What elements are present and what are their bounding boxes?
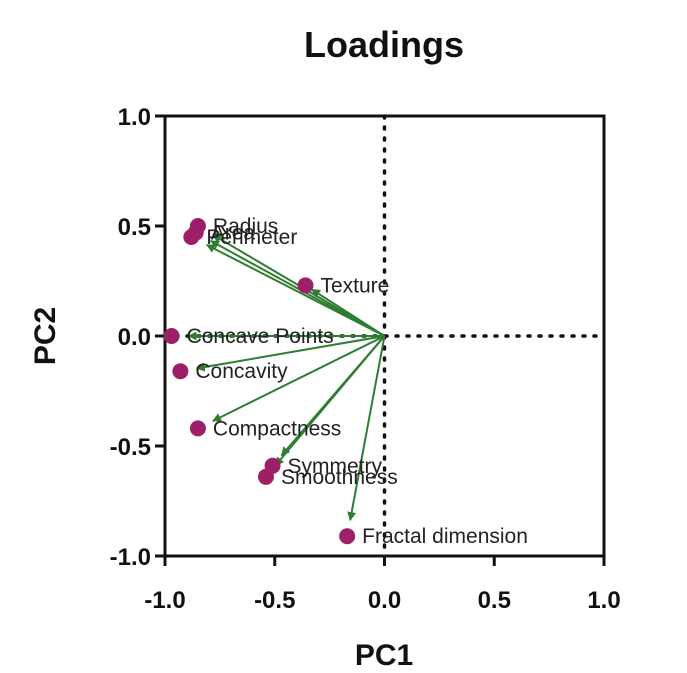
loading-point — [189, 420, 206, 437]
x-axis-label: PC1 — [355, 639, 413, 672]
y-tick-label: 0.5 — [118, 214, 151, 241]
x-tick-label: -1.0 — [144, 587, 185, 614]
point-label: Radius — [213, 215, 278, 238]
loading-point — [339, 528, 356, 545]
x-tick-label: 0.5 — [478, 587, 511, 614]
x-tick-label: -0.5 — [254, 587, 295, 614]
loading-arrow — [212, 335, 385, 422]
y-axis-label: PC2 — [29, 307, 62, 365]
point-label: Compactness — [213, 417, 341, 440]
point-label: Smoothness — [281, 466, 398, 489]
loading-arrow — [274, 335, 386, 467]
point-label: Concavity — [195, 360, 288, 383]
point-label: Concave Points — [187, 325, 334, 348]
y-tick-label: 1.0 — [118, 104, 151, 131]
point-label: Texture — [320, 274, 389, 297]
loading-point — [257, 468, 274, 485]
loading-arrow — [347, 335, 386, 522]
loading-arrow — [195, 335, 385, 372]
x-tick-label: 0.0 — [368, 587, 401, 614]
y-tick-label: -0.5 — [110, 434, 151, 461]
chart-title: Loadings — [304, 24, 464, 65]
loading-arrow — [311, 288, 386, 337]
loading-point — [297, 277, 314, 294]
loading-point — [163, 328, 180, 344]
x-tick-label: 1.0 — [587, 587, 620, 614]
loading-point — [172, 363, 189, 380]
point-label: Area — [211, 222, 256, 245]
y-tick-label: -1.0 — [110, 544, 151, 571]
y-tick-label: 0.0 — [118, 324, 151, 351]
plot-area: -1.0 -0.5 0.0 0.5 1.0 1.0 0.5 0.0 -0.5 -1.0 Radius… — [110, 104, 621, 614]
point-label: Symmetry — [288, 455, 383, 478]
loading-arrow — [205, 244, 385, 337]
loading-point — [183, 229, 200, 245]
point-label: Perimeter — [206, 226, 297, 249]
point-label: Fractal dimension — [362, 525, 528, 548]
